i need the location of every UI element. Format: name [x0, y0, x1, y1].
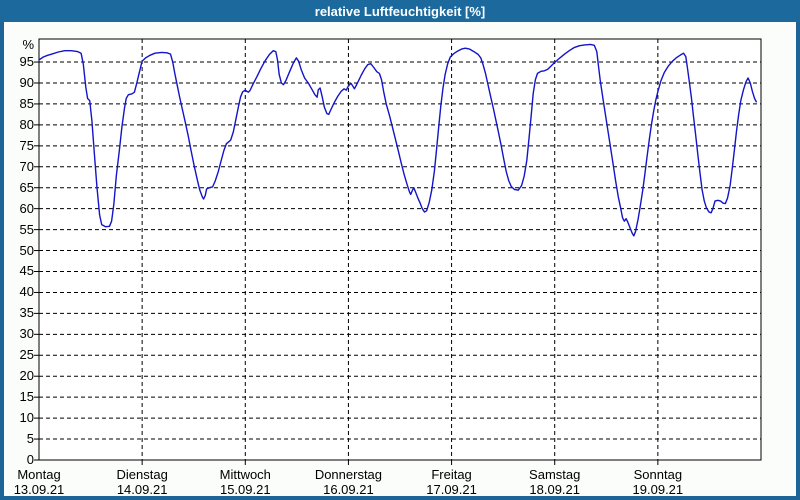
y-tick-label: 75: [19, 137, 34, 153]
x-date-label: 18.09.21: [529, 482, 580, 497]
y-tick-label: 25: [19, 347, 34, 363]
y-tick-label: 95: [19, 54, 34, 70]
y-tick-label: 90: [19, 74, 34, 90]
x-day-label: Donnerstag: [314, 467, 383, 482]
plot-border: [38, 38, 762, 461]
y-unit-label: %: [22, 37, 34, 53]
y-tick-label: 35: [19, 305, 34, 321]
y-tick-label: 70: [19, 158, 34, 174]
window-title: relative Luftfeuchtigkeit [%]: [314, 3, 486, 19]
x-date-label: 15.09.21: [219, 482, 271, 497]
x-date-label: 17.09.21: [426, 482, 477, 497]
y-tick-label: 20: [19, 368, 34, 384]
y-tick-label: 50: [19, 242, 34, 258]
title-bar: relative Luftfeuchtigkeit [%]: [0, 0, 800, 22]
y-tick-label: 55: [19, 221, 34, 237]
x-date-label: 14.09.21: [116, 482, 168, 497]
y-tick-label: 0: [26, 452, 34, 467]
y-tick-label: 40: [19, 284, 34, 300]
x-day-label: Mittwoch: [219, 467, 271, 482]
humidity-line: [38, 43, 757, 237]
y-tick-label: 30: [19, 326, 34, 342]
x-day-label: Samstag: [529, 467, 581, 482]
x-date-label: 16.09.21: [323, 482, 374, 497]
y-tick-label: 60: [19, 200, 34, 216]
y-tick-label: 80: [19, 116, 34, 132]
x-day-label: Freitag: [431, 467, 472, 482]
y-tick-label: 85: [19, 95, 34, 111]
y-tick-label: 45: [19, 263, 34, 279]
x-day-label: Montag: [17, 467, 61, 482]
y-tick-label: 5: [26, 431, 34, 447]
y-tick-label: 65: [19, 179, 34, 195]
y-tick-label: 10: [19, 410, 34, 426]
x-date-label: 19.09.21: [632, 482, 684, 497]
x-day-label: Dienstag: [116, 467, 168, 482]
x-date-label: 13.09.21: [13, 482, 65, 497]
x-day-label: Sonntag: [633, 467, 683, 482]
y-tick-label: 15: [19, 389, 34, 405]
